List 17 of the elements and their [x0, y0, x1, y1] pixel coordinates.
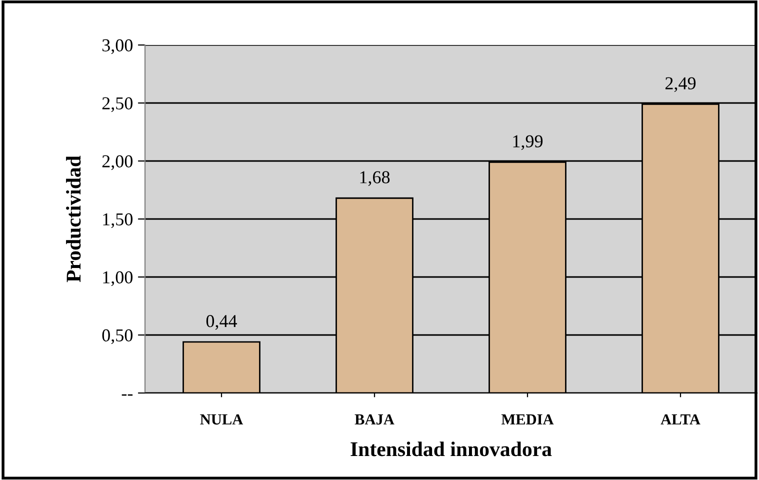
- x-tick-label: ALTA: [660, 414, 700, 424]
- y-tick-label: 2,00: [102, 155, 133, 170]
- x-tick-label: NULA: [200, 414, 244, 425]
- y-tick-label: --: [122, 394, 133, 396]
- y-tick-label: 0,50: [102, 329, 133, 344]
- data-label: 1,68: [360, 171, 390, 186]
- x-axis-title: Intensidad innovadora: [350, 442, 552, 456]
- y-tick-label: 2,50: [102, 97, 133, 112]
- y-tick-label: 3,00: [102, 39, 133, 54]
- x-tick-label: MEDIA: [501, 414, 554, 424]
- data-label: 1,99: [513, 135, 543, 150]
- data-label: 0,44: [206, 314, 238, 330]
- y-axis-title: Productividad: [66, 156, 81, 282]
- x-tick-label: BAJA: [354, 414, 394, 425]
- y-tick-label: 1,00: [103, 271, 133, 286]
- data-label: 2,49: [665, 77, 696, 92]
- y-tick-label: 1,50: [103, 213, 133, 228]
